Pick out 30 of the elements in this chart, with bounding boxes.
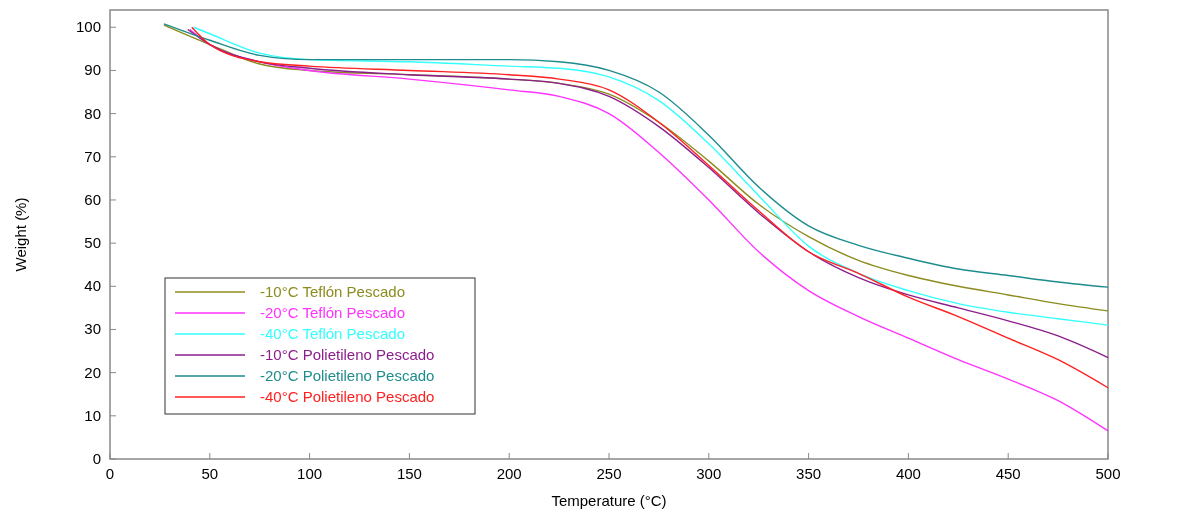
y-tick-label: 70 (84, 147, 101, 165)
x-tick-label: 0 (105, 465, 115, 482)
x-tick-label: 500 (1095, 465, 1121, 482)
legend-label: -10°C Teflón Pescado (260, 283, 405, 300)
x-tick-label: 200 (496, 465, 522, 482)
y-tick-label: 0 (92, 450, 101, 467)
x-tick-label: 100 (297, 465, 323, 482)
x-tick-label: 400 (895, 465, 921, 482)
y-tick-label: 20 (84, 363, 101, 381)
legend-label: -40°C Teflón Pescado (260, 325, 405, 342)
x-tick-label: 150 (396, 465, 422, 482)
y-tick-label: 50 (84, 234, 101, 252)
legend-label: -10°C Polietileno Pescado (260, 346, 435, 363)
y-tick-label: 80 (84, 104, 101, 122)
legend-label: -40°C Polietileno Pescado (260, 388, 435, 405)
y-tick-label: 90 (84, 61, 101, 79)
legend-label: -20°C Polietileno Pescado (260, 367, 435, 384)
x-axis-title: Temperature (°C) (551, 492, 667, 509)
y-tick-label: 10 (84, 406, 101, 424)
x-tick-label: 450 (995, 465, 1021, 482)
x-tick-label: 250 (596, 465, 622, 482)
x-tick-label: 300 (696, 465, 722, 482)
y-tick-label: 100 (75, 18, 101, 36)
y-tick-label: 40 (84, 277, 101, 295)
legend-label: -20°C Teflón Pescado (260, 304, 405, 321)
y-axis-title: Weight (%) (12, 197, 29, 272)
x-tick-label: 350 (796, 465, 822, 482)
x-tick-label: 50 (201, 465, 219, 482)
y-tick-label: 30 (84, 320, 101, 338)
y-tick-label: 60 (84, 190, 101, 208)
